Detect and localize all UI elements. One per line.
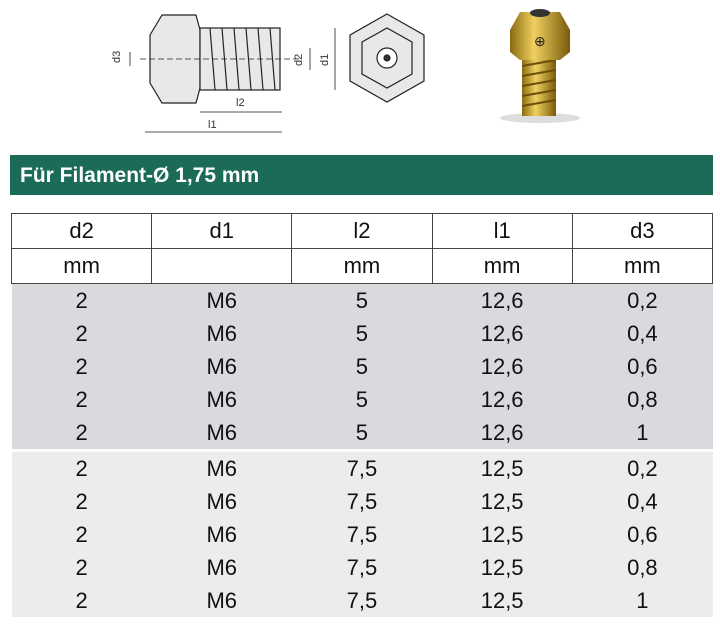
cell: 7,5 (291, 551, 433, 584)
cell: 5 (291, 283, 433, 317)
cell: 0,8 (572, 383, 713, 416)
dimension-lines (129, 28, 336, 133)
cell: 12,5 (432, 584, 573, 617)
cell: 0,6 (572, 518, 713, 551)
cell: 5 (291, 317, 433, 350)
cell: 7,5 (291, 485, 433, 518)
cell: 2 (11, 383, 152, 416)
data-row: 2 M6 5 12,6 0,6 (11, 350, 713, 383)
svg-text:⊕: ⊕ (534, 33, 546, 49)
unit-cell: mm (10, 248, 153, 284)
cell: 2 (11, 283, 152, 317)
dim-label: l1 (208, 119, 217, 131)
side-view (140, 14, 300, 104)
cell: 12,5 (432, 551, 573, 584)
cell: 12,6 (432, 383, 573, 416)
cell: 12,6 (432, 416, 573, 449)
cell: M6 (151, 518, 292, 551)
cell: 2 (11, 518, 152, 551)
column-header: l2 (291, 213, 433, 249)
cell: 0,4 (572, 317, 713, 350)
cell: 12,6 (432, 350, 573, 383)
data-row: 2 M6 7,5 12,5 0,6 (11, 518, 713, 551)
cell: 2 (11, 416, 152, 449)
cell: 2 (11, 350, 152, 383)
data-row: 2 M6 5 12,6 1 (11, 416, 713, 449)
separator (11, 449, 713, 452)
cell: M6 (151, 383, 292, 416)
unit-cell: mm (291, 248, 433, 284)
technical-drawing: d3 d2 d1 l2 l1 ⊕ (111, 9, 580, 133)
cell: 0,4 (572, 485, 713, 518)
dim-label: d2 (293, 54, 305, 66)
column-header: d1 (151, 213, 293, 249)
column-header: l1 (431, 213, 573, 249)
cell: 2 (11, 551, 152, 584)
cell: 0,2 (572, 283, 713, 317)
unit-cell: mm (571, 248, 714, 284)
cell: 7,5 (291, 518, 433, 551)
dim-label: d1 (319, 54, 331, 66)
end-view (349, 13, 425, 103)
cell: 0,6 (572, 350, 713, 383)
dim-label: l2 (236, 97, 245, 109)
cell: 12,5 (432, 518, 573, 551)
cell: M6 (151, 584, 292, 617)
unit-row: mm mm mm mm (10, 248, 714, 284)
cell: 12,6 (432, 283, 573, 317)
cell: 7,5 (291, 452, 433, 485)
cell: 1 (572, 416, 713, 449)
column-header: d3 (571, 213, 714, 249)
data-row: 2 M6 5 12,6 0,4 (11, 317, 713, 350)
separator (11, 449, 713, 452)
header-row: d2 d1 l2 l1 d3 (10, 213, 714, 249)
cell: M6 (151, 452, 292, 485)
cell: 2 (11, 485, 152, 518)
unit-cell (151, 248, 293, 284)
section-title: Für Filament-Ø 1,75 mm (10, 155, 713, 195)
cell: M6 (151, 317, 292, 350)
cell: 12,6 (432, 317, 573, 350)
cell: 0,8 (572, 551, 713, 584)
unit-cell: mm (431, 248, 573, 284)
cell: 5 (291, 416, 433, 449)
data-row: 2 M6 5 12,6 0,2 (11, 283, 713, 317)
cell: 12,5 (432, 452, 573, 485)
dim-label: d3 (111, 51, 123, 63)
cell: 1 (572, 584, 713, 617)
cell: 0,2 (572, 452, 713, 485)
nozzle-photo: ⊕ (500, 9, 580, 123)
cell: M6 (151, 350, 292, 383)
cell: 12,5 (432, 485, 573, 518)
cell: M6 (151, 551, 292, 584)
cell: 2 (11, 317, 152, 350)
data-row: 2 M6 7,5 12,5 1 (11, 584, 713, 617)
cell: 7,5 (291, 584, 433, 617)
cell: 5 (291, 350, 433, 383)
data-row: 2 M6 5 12,6 0,8 (11, 383, 713, 416)
cell: M6 (151, 485, 292, 518)
data-row: 2 M6 7,5 12,5 0,2 (11, 452, 713, 485)
column-header: d2 (10, 213, 153, 249)
data-row: 2 M6 7,5 12,5 0,4 (11, 485, 713, 518)
cell: M6 (151, 416, 292, 449)
cell: 5 (291, 383, 433, 416)
data-row: 2 M6 7,5 12,5 0,8 (11, 551, 713, 584)
cell: 2 (11, 452, 152, 485)
cell: M6 (151, 283, 292, 317)
spec-table: d2 d1 l2 l1 d3 mm mm mm mm 2 M6 5 12,6 0,2 2 M6 5 12,6 0,4… (10, 213, 714, 617)
cell: 2 (11, 584, 152, 617)
